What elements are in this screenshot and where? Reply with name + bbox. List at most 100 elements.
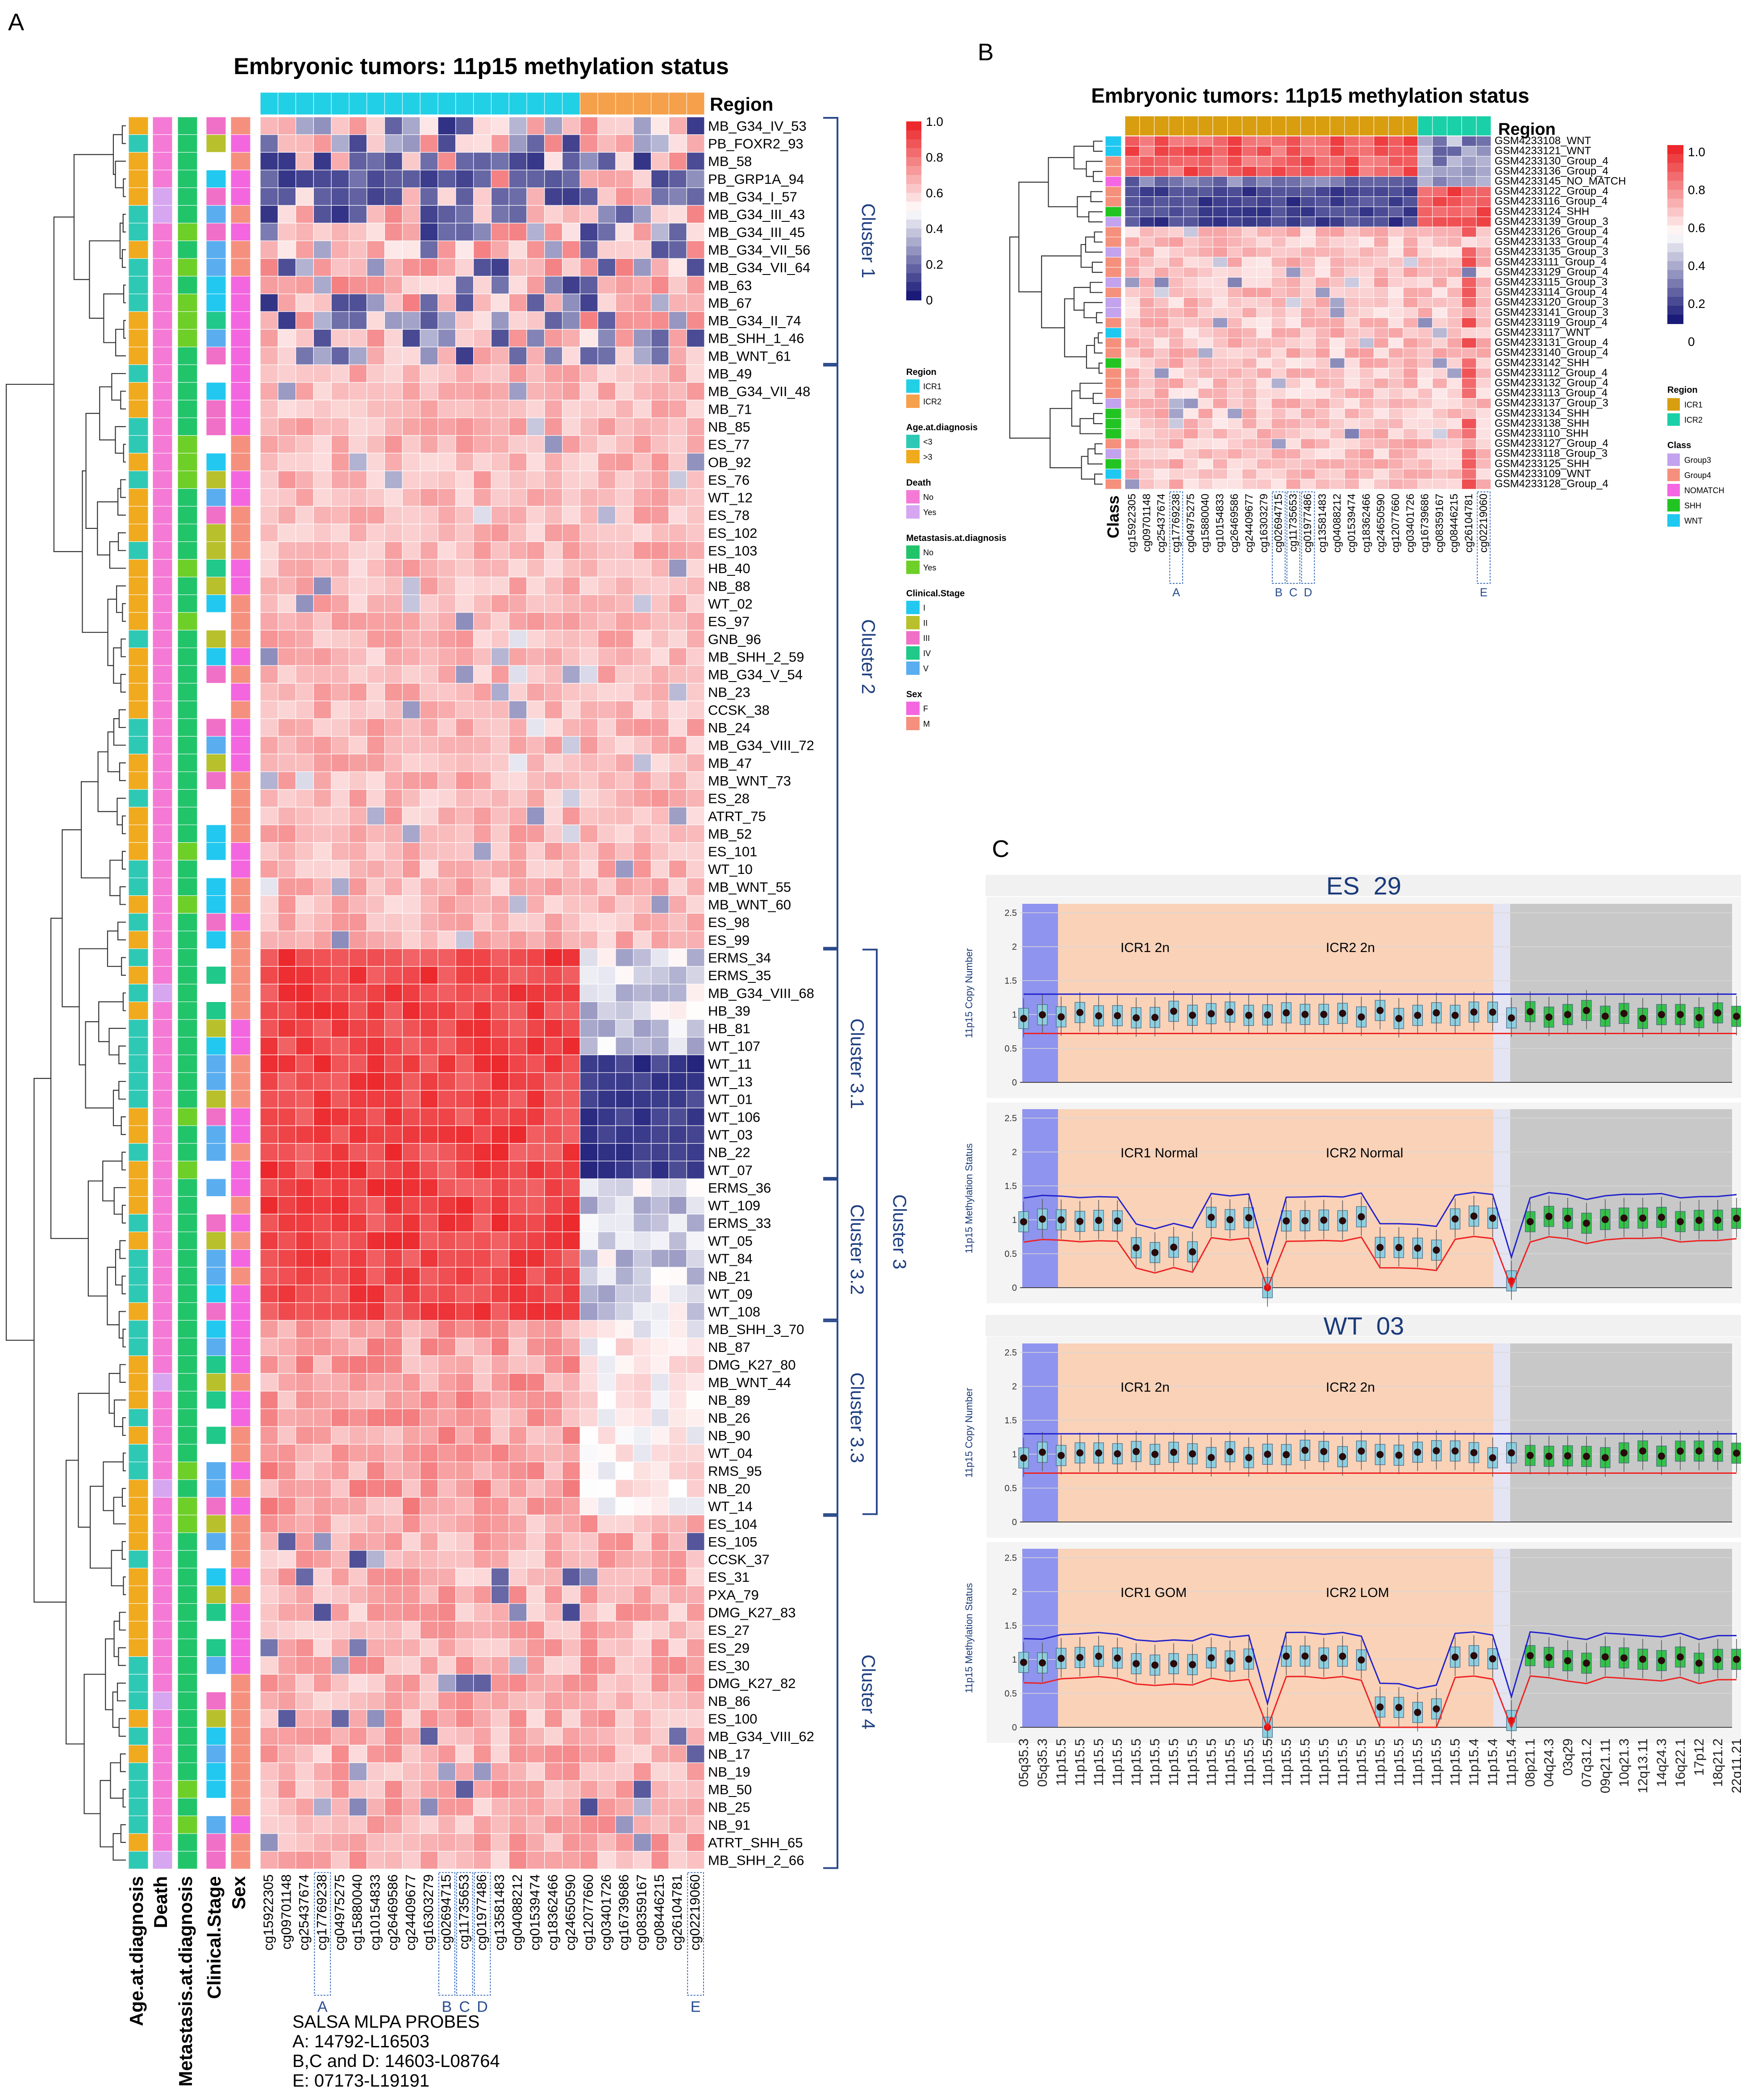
heatmap-cell — [1125, 166, 1140, 177]
heatmap-cell — [1447, 156, 1462, 167]
heatmap-cell — [455, 1692, 474, 1710]
dendrogram-branch — [121, 1275, 126, 1294]
heatmap-cell — [455, 170, 474, 188]
heatmap-cell — [1388, 469, 1404, 479]
annotation-cell — [152, 524, 173, 542]
annotation-cell — [128, 134, 149, 153]
data-point — [1039, 1011, 1046, 1019]
annotation-cell — [128, 1568, 149, 1586]
heatmap-cell — [1227, 348, 1242, 358]
heatmap-cell — [579, 736, 598, 755]
heatmap-cell — [615, 1709, 634, 1728]
heatmap-cell — [313, 1514, 332, 1533]
annotation-cell — [230, 807, 251, 825]
heatmap-cell — [491, 1249, 509, 1268]
heatmap-cell — [349, 1037, 367, 1056]
heatmap-cell — [384, 1514, 403, 1533]
heatmap-cell — [437, 931, 456, 949]
heatmap-cell — [597, 647, 616, 666]
heatmap-cell — [331, 329, 350, 348]
heatmap-cell — [1168, 267, 1184, 278]
legend-item-label: V — [923, 664, 929, 673]
heatmap-cell — [367, 807, 385, 825]
heatmap-cell — [455, 364, 474, 383]
heatmap-cell — [349, 1727, 367, 1746]
legend-group-title: Class — [1667, 441, 1691, 450]
annotation-cell — [128, 1585, 149, 1604]
sample-title: ES_29 — [1326, 872, 1401, 900]
heatmap-cell — [260, 842, 279, 861]
heatmap-cell — [1300, 368, 1316, 378]
heatmap-cell — [1461, 146, 1477, 157]
probe-label: cg16739686 — [616, 1874, 632, 1950]
heatmap-cell — [526, 258, 545, 277]
heatmap-cell — [597, 1231, 616, 1250]
heatmap-cell — [295, 170, 314, 188]
heatmap-cell — [615, 1532, 634, 1551]
heatmap-cell — [668, 1355, 687, 1374]
heatmap-cell — [437, 1143, 456, 1161]
sample-label: GSM4233137_Group_3 — [1495, 397, 1608, 409]
heatmap-cell — [473, 1727, 491, 1746]
heatmap-cell — [278, 488, 296, 507]
heatmap-cell — [313, 240, 332, 259]
annotation-cell — [177, 753, 198, 772]
annotation-cell — [152, 948, 173, 967]
heatmap-cell — [597, 824, 616, 843]
heatmap-cell — [1329, 368, 1345, 378]
heatmap-cell — [597, 435, 616, 453]
heatmap-cell — [473, 718, 491, 737]
heatmap-cell — [1139, 136, 1155, 147]
heatmap-cell — [686, 1550, 705, 1568]
probe-highlight-box — [438, 1872, 455, 1996]
heatmap-cell — [437, 1603, 456, 1622]
annotation-cell — [177, 595, 198, 613]
region-cell — [1198, 116, 1213, 136]
annotation-cell — [230, 1638, 251, 1657]
heatmap-cell — [455, 205, 474, 224]
probe-label: cg03401726 — [598, 1874, 614, 1950]
sample-label: GSM4233127_Group_4 — [1495, 437, 1608, 449]
heatmap-cell — [384, 1603, 403, 1622]
heatmap-cell — [295, 718, 314, 737]
heatmap-cell — [313, 1178, 332, 1197]
data-point — [1433, 1246, 1440, 1254]
heatmap-cell — [420, 1709, 438, 1728]
heatmap-cell — [1315, 237, 1330, 248]
heatmap-cell — [633, 665, 652, 684]
heatmap-cell — [367, 1391, 385, 1410]
heatmap-cell — [295, 948, 314, 967]
region-cell — [1359, 116, 1374, 136]
sample-label: MB_G34_III_45 — [708, 225, 805, 240]
probe-label: cg09701148 — [1141, 494, 1153, 552]
heatmap-cell — [633, 364, 652, 383]
heatmap-cell — [526, 1214, 545, 1232]
heatmap-cell — [686, 1408, 705, 1427]
heatmap-cell — [491, 1355, 509, 1374]
heatmap-cell — [508, 382, 527, 401]
annotation-cell — [177, 1568, 198, 1586]
heatmap-cell — [473, 1426, 491, 1445]
heatmap-cell — [1447, 297, 1462, 308]
heatmap-cell — [455, 594, 474, 613]
heatmap-cell — [473, 1019, 491, 1038]
heatmap-cell — [349, 1780, 367, 1799]
class-cell — [1105, 287, 1122, 298]
heatmap-cell — [508, 630, 527, 649]
heatmap-cell — [650, 683, 669, 702]
heatmap-cell — [1388, 166, 1404, 177]
heatmap-cell — [1168, 287, 1184, 298]
data-point — [1283, 1451, 1290, 1459]
color-scale-tick: 0.4 — [1688, 259, 1705, 273]
heatmap-cell — [260, 647, 279, 666]
heatmap-cell — [473, 1107, 491, 1126]
sample-label: MB_SHH_2_59 — [708, 649, 804, 665]
heatmap-cell — [349, 329, 367, 348]
heatmap-cell — [437, 1267, 456, 1285]
heatmap-cell — [1271, 337, 1287, 349]
region-cell — [1227, 116, 1242, 136]
heatmap-cell — [562, 223, 580, 241]
sample-label: GSM4233109_WNT — [1495, 468, 1591, 480]
annotation-cell — [177, 453, 198, 471]
